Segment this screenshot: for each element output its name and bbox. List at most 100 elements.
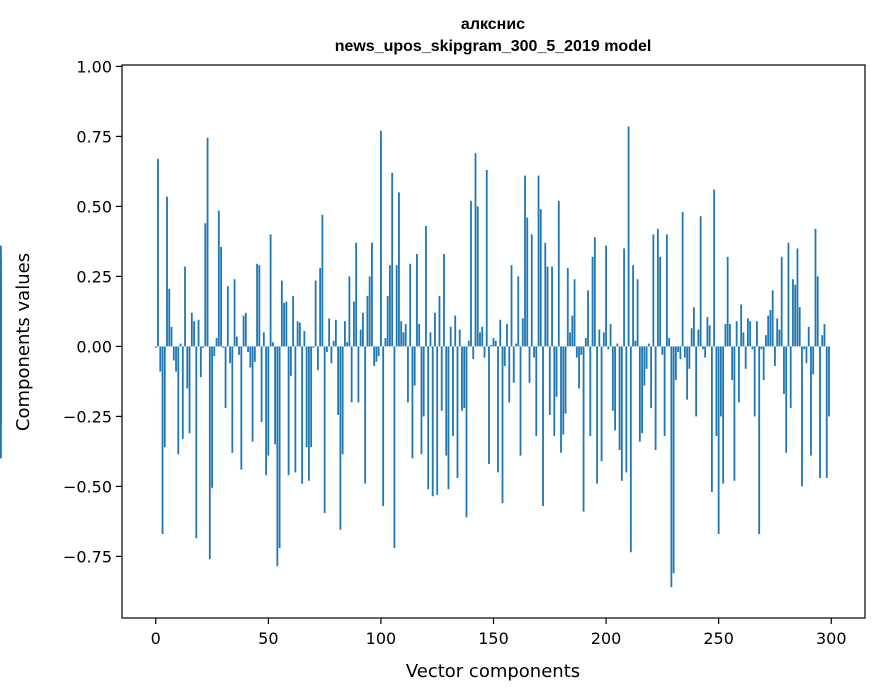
bar-57 <box>283 303 286 347</box>
bar-208 <box>623 248 625 347</box>
bar-277 <box>778 329 781 347</box>
bar-89 <box>355 242 358 347</box>
bar-85 <box>346 342 349 347</box>
bar-149 <box>490 345 493 347</box>
bar-97 <box>373 346 376 366</box>
bar-192 <box>587 290 589 347</box>
bar-257 <box>733 346 736 481</box>
bar-217 <box>643 346 646 386</box>
bar-210 <box>627 126 630 347</box>
bar-148 <box>488 346 490 464</box>
bar-229 <box>670 346 673 588</box>
bar-159 <box>512 346 515 383</box>
bar-214 <box>636 279 639 347</box>
bar-139 <box>467 340 470 347</box>
bar-136 <box>461 346 463 411</box>
bar-293 <box>814 228 817 347</box>
bar-124 <box>434 312 436 347</box>
bar-37 <box>238 346 240 355</box>
bar-264 <box>749 321 752 347</box>
bar-45 <box>256 263 258 347</box>
bar-32 <box>226 286 229 347</box>
bar-135 <box>458 329 461 347</box>
bar-123 <box>431 346 434 497</box>
bar-230 <box>672 346 675 574</box>
bar-33 <box>229 346 231 364</box>
plot-frame <box>121 64 866 619</box>
bar-102 <box>384 338 387 347</box>
y-tick-label-7: −0.75 <box>63 547 112 566</box>
bar-164 <box>524 175 526 347</box>
bar-60 <box>289 346 292 376</box>
bar-103 <box>386 296 389 347</box>
bar-165 <box>526 217 529 347</box>
bar-11 <box>179 343 182 347</box>
bar-168 <box>533 346 535 358</box>
bar-48 <box>262 332 265 347</box>
bar-138 <box>465 346 468 518</box>
x-axis-ticks: 0 50 100 150 200 250 300 <box>151 618 847 648</box>
bar-15 <box>188 346 191 434</box>
bar-118 <box>420 346 423 455</box>
bar-117 <box>418 324 421 347</box>
bar-127 <box>440 346 443 411</box>
bar-271 <box>765 335 767 347</box>
bar-219 <box>647 343 650 347</box>
bar-183 <box>566 268 569 347</box>
bar-258 <box>735 321 738 347</box>
bar-272 <box>767 315 770 347</box>
bar-41 <box>247 346 249 352</box>
bar-undefined <box>0 312 2 347</box>
bar-49 <box>265 346 267 476</box>
bar-64 <box>298 322 301 347</box>
bar-108 <box>398 192 400 347</box>
bar-79 <box>332 340 335 347</box>
bar-290 <box>807 326 810 347</box>
bar-267 <box>756 321 758 347</box>
bar-146 <box>483 346 486 358</box>
bar-292 <box>812 346 815 375</box>
bar-5 <box>166 196 168 347</box>
bar-243 <box>701 346 704 350</box>
bar-53 <box>274 346 276 445</box>
bar-276 <box>776 318 779 347</box>
bar-223 <box>656 228 659 347</box>
bar-4 <box>163 346 166 448</box>
bar-156 <box>506 324 508 347</box>
bar-260 <box>740 304 743 347</box>
bar-17 <box>193 321 195 347</box>
bar-211 <box>629 346 632 553</box>
bar-128 <box>443 254 445 347</box>
bar-151 <box>494 340 497 347</box>
bar-74 <box>321 214 324 347</box>
bar-82 <box>339 346 342 530</box>
bar-50 <box>267 346 270 456</box>
bar-262 <box>744 346 747 369</box>
bar-216 <box>641 346 643 434</box>
bar-184 <box>569 332 571 347</box>
bar-273 <box>769 310 772 347</box>
bar-200 <box>605 245 607 347</box>
bar-65 <box>301 346 304 484</box>
bar-215 <box>638 346 641 442</box>
bar-190 <box>582 346 585 512</box>
bar-213 <box>634 340 637 347</box>
bar-162 <box>519 346 522 456</box>
bar-115 <box>413 346 416 386</box>
x-tick-label-0: 0 <box>151 629 161 648</box>
bar-107 <box>395 265 398 347</box>
bar-62 <box>294 346 297 473</box>
bar-46 <box>258 265 261 347</box>
y-axis-label: Components values <box>13 253 34 431</box>
bar-160 <box>515 343 517 347</box>
bar-181 <box>562 346 565 435</box>
bar-76 <box>325 346 328 352</box>
bar-93 <box>364 346 367 484</box>
bar-245 <box>706 317 709 347</box>
bar-39 <box>242 315 245 347</box>
bar-250 <box>717 346 720 534</box>
bar-12 <box>181 346 184 439</box>
bar-122 <box>429 332 432 347</box>
bar-142 <box>474 153 477 347</box>
bar-161 <box>517 276 520 347</box>
